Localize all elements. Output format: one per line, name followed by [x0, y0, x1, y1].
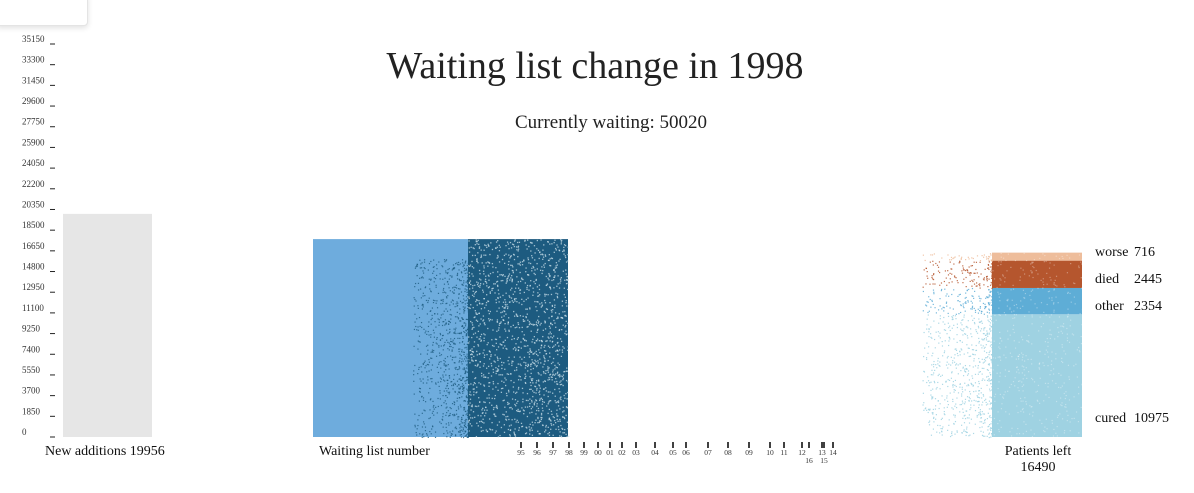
segment-other-scatter [922, 287, 994, 315]
y-tick-label: 11100 [22, 303, 44, 313]
year-label: 07 [704, 448, 712, 457]
segment-worse-label: worse [1095, 245, 1128, 260]
year-label: 13 [818, 448, 826, 457]
y-tick-label: 5550 [22, 365, 41, 375]
y-tick-label: 22200 [22, 179, 45, 189]
segment-worse-value: 716 [1134, 245, 1155, 260]
year-label: 16 [805, 456, 813, 465]
y-tick-label: 35150 [22, 34, 45, 44]
waiting-list-scatter [413, 259, 470, 439]
y-tick-label: 27750 [22, 117, 45, 127]
segment-worse [992, 252, 1082, 261]
segment-died-value: 2445 [1134, 272, 1162, 287]
waiting-list-label: Waiting list number [319, 444, 430, 459]
new-additions-group: New additions 19956 [45, 213, 165, 459]
year-label: 01 [606, 448, 614, 457]
year-label: 98 [565, 448, 573, 457]
year-label: 10 [766, 448, 774, 457]
segment-cured [992, 314, 1082, 437]
y-tick-label: 0 [22, 427, 27, 437]
y-tick-label: 20350 [22, 199, 45, 209]
year-label: 14 [829, 448, 837, 457]
year-label: 99 [580, 448, 588, 457]
patients-left-group: cured 10975 other 2354 died 2445 worse 716 Patie… [922, 245, 1169, 475]
year-label: 96 [533, 448, 541, 457]
y-tick-label: 24050 [22, 158, 45, 168]
segment-died-scatter [922, 260, 994, 290]
segment-cured-value: 10975 [1134, 411, 1169, 426]
year-label: 04 [651, 448, 659, 457]
segment-died [992, 260, 1082, 288]
chart-subtitle: Currently waiting: 50020 [515, 112, 707, 133]
segment-worse-specks [1000, 252, 1083, 262]
segment-worse-scatter [922, 253, 993, 262]
y-tick-label: 31450 [22, 75, 45, 85]
chart-title: Waiting list change in 1998 [387, 45, 804, 87]
year-label: 05 [669, 448, 677, 457]
year-label: 11 [780, 448, 787, 457]
new-additions-bar [63, 213, 152, 437]
y-tick-label: 3700 [22, 386, 41, 396]
y-tick-label: 29600 [22, 96, 45, 106]
year-label: 03 [632, 448, 640, 457]
segment-other [992, 287, 1082, 315]
segment-cured-scatter [922, 314, 994, 439]
y-tick-label: 25900 [22, 137, 45, 147]
year-label: 12 [798, 448, 806, 457]
year-axis: 95 96 97 98 99 00 01 02 03 04 05 06 07 08 09 10 11 12 13 14… [517, 442, 837, 465]
year-label: 09 [745, 448, 753, 457]
y-tick-label: 18500 [22, 220, 45, 230]
y-tick-label: 7400 [22, 344, 41, 354]
segment-other-specks [997, 288, 1084, 316]
y-tick-label: 9250 [22, 324, 41, 334]
waiting-list-bar [313, 239, 468, 437]
new-additions-label: New additions 19956 [45, 444, 165, 459]
y-tick-label: 14800 [22, 262, 45, 272]
year-label: 15 [820, 456, 828, 465]
segment-other-label: other [1095, 299, 1124, 314]
year-label: 00 [594, 448, 602, 457]
patients-left-total: 16490 [1021, 460, 1056, 475]
top-left-card [0, 0, 88, 26]
y-tick-label: 16650 [22, 241, 45, 251]
y-tick-label: 12950 [22, 282, 45, 292]
segment-cured-specks [992, 314, 1084, 438]
waiting-list-group: Waiting list number [313, 239, 570, 459]
year-label: 06 [682, 448, 690, 457]
y-tick-label: 33300 [22, 55, 45, 65]
segment-other-value: 2354 [1134, 299, 1162, 314]
y-axis: 0 1850 3700 5550 7400 9250 11100 12950 14800 1665… [22, 34, 55, 438]
year-label: 97 [549, 448, 557, 457]
segment-died-label: died [1095, 272, 1119, 287]
y-tick-label: 1850 [22, 406, 41, 416]
patients-left-label: Patients left [1005, 444, 1072, 459]
year-label: 95 [517, 448, 525, 457]
year-label: 02 [618, 448, 626, 457]
year-label: 08 [724, 448, 732, 457]
segment-cured-label: cured [1095, 411, 1126, 426]
segment-died-specks [992, 260, 1083, 289]
waiting-list-specks [468, 239, 570, 438]
